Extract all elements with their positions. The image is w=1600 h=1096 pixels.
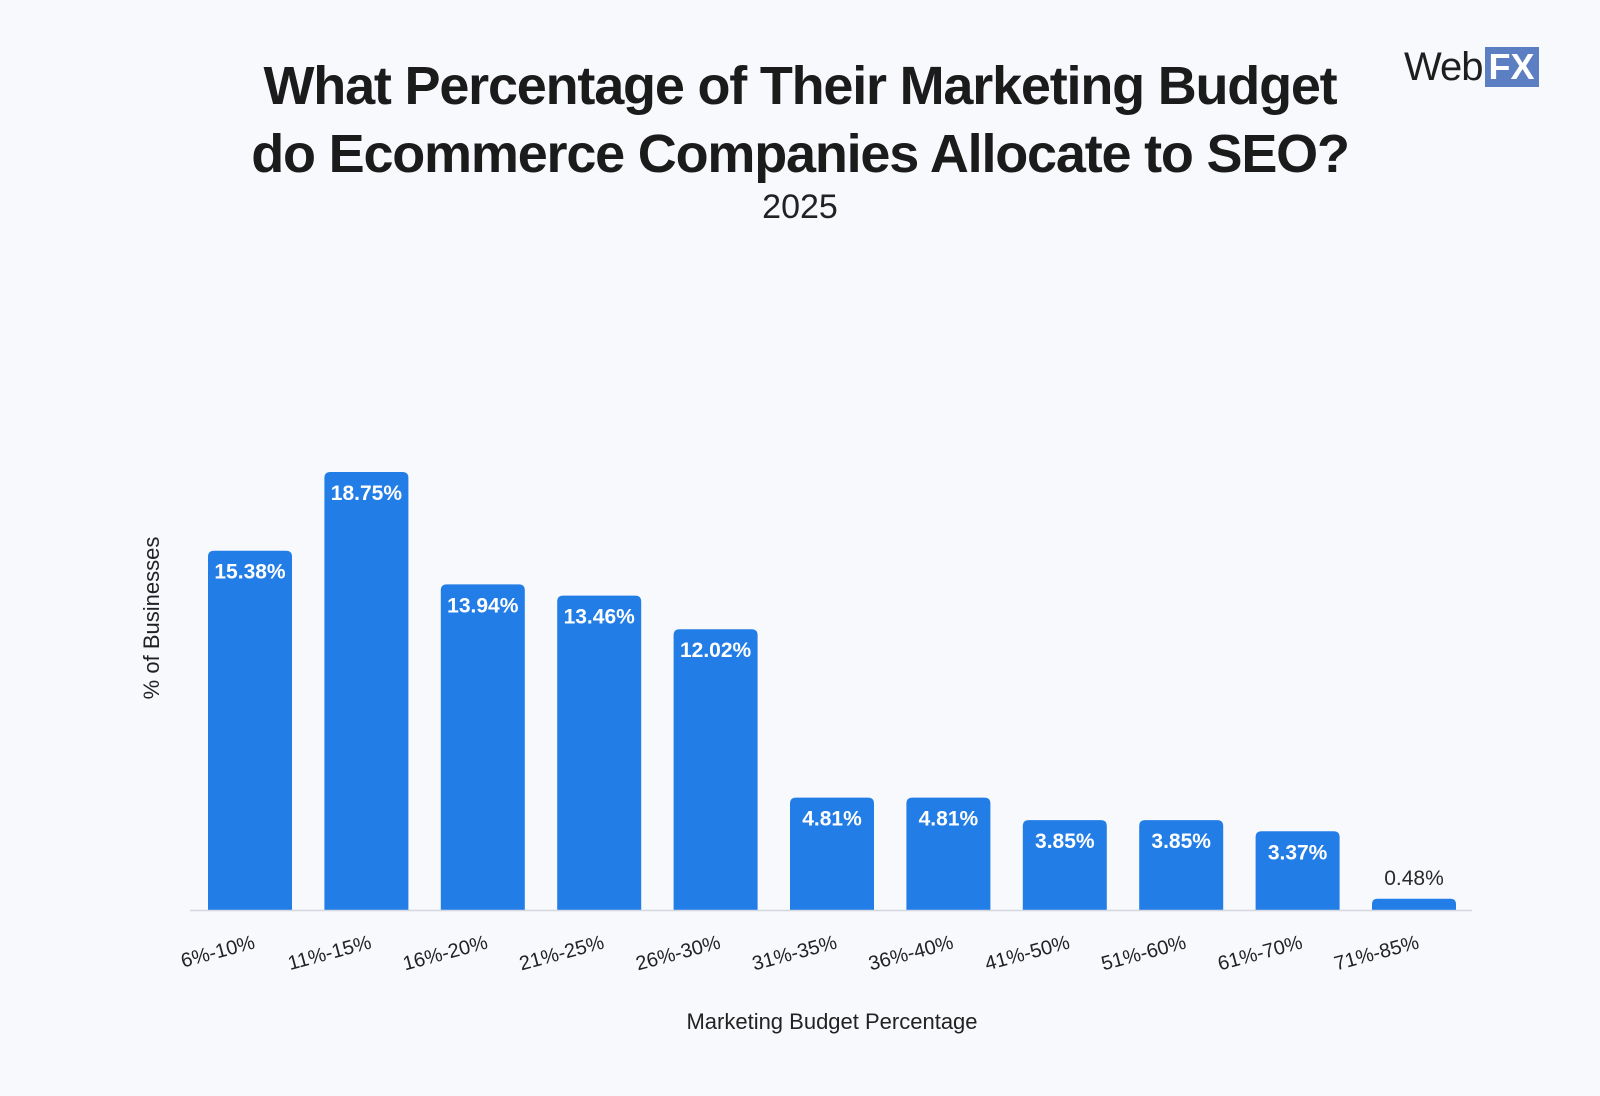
bar-21%-25%	[557, 595, 642, 910]
value-label-26%-30%: 12.02%	[680, 639, 752, 662]
value-label-61%-70%: 3.37%	[1268, 841, 1328, 864]
bar-11%-15%	[324, 472, 409, 910]
x-tick-label-16%-20%: 16%-20%	[401, 932, 491, 976]
value-label-31%-35%: 4.81%	[802, 808, 862, 831]
x-tick-label-71%-85%: 71%-85%	[1332, 932, 1422, 976]
value-label-16%-20%: 13.94%	[447, 594, 519, 617]
bar-6%-10%	[208, 550, 292, 910]
chart-title: What Percentage of Their Marketing Budge…	[160, 52, 1440, 188]
bar-41%-50%	[1022, 820, 1107, 910]
bars-group	[208, 472, 1456, 910]
bar-51%-60%	[1139, 820, 1224, 910]
value-label-71%-85%: 0.48%	[1384, 867, 1444, 890]
value-label-11%-15%: 18.75%	[331, 482, 403, 505]
bar-36%-40%	[906, 797, 991, 910]
webfx-logo: Web FX	[1404, 46, 1539, 88]
chart-subtitle: 2025	[762, 188, 838, 226]
value-label-21%-25%: 13.46%	[564, 606, 636, 629]
logo-fx-badge: FX	[1484, 47, 1539, 87]
x-tick-label-11%-15%: 11%-15%	[286, 932, 374, 975]
chart-title-line-1: What Percentage of Their Marketing Budge…	[263, 56, 1338, 116]
x-tick-label-61%-70%: 61%-70%	[1215, 932, 1305, 976]
bar-26%-30%	[673, 629, 758, 910]
logo-web-text: Web	[1404, 45, 1484, 89]
chart-title-line-2: do Ecommerce Companies Allocate to SEO?	[251, 124, 1350, 184]
x-tick-label-26%-30%: 26%-30%	[633, 932, 723, 976]
x-axis-title: Marketing Budget Percentage	[686, 1009, 977, 1034]
value-label-51%-60%: 3.85%	[1151, 830, 1211, 853]
value-labels-group: 15.38% 18.75% 13.94% 13.46% 12.02% 4.81% 4.81%…	[214, 482, 1443, 890]
x-tick-label-36%-40%: 36%-40%	[866, 932, 956, 976]
x-tick-label-51%-60%: 51%-60%	[1099, 932, 1189, 976]
value-label-6%-10%: 15.38%	[214, 561, 286, 584]
bar-61%-70%	[1255, 831, 1340, 910]
x-tick-label-21%-25%: 21%-25%	[517, 932, 607, 976]
bar-31%-35%	[790, 797, 874, 910]
bar-71%-85%	[1372, 898, 1456, 910]
bar-16%-20%	[440, 584, 525, 910]
x-tick-label-41%-50%: 41%-50%	[983, 932, 1073, 976]
x-tick-labels-group: 6%-10% 11%-15% 16%-20% 21%-25% 26%-30% 31%-35…	[179, 932, 1422, 976]
value-label-41%-50%: 3.85%	[1035, 830, 1095, 853]
y-axis-title: % of Businesses	[139, 537, 164, 700]
x-tick-label-31%-35%: 31%-35%	[750, 932, 840, 976]
value-label-36%-40%: 4.81%	[919, 808, 979, 831]
x-tick-label-6%-10%: 6%-10%	[179, 932, 258, 973]
